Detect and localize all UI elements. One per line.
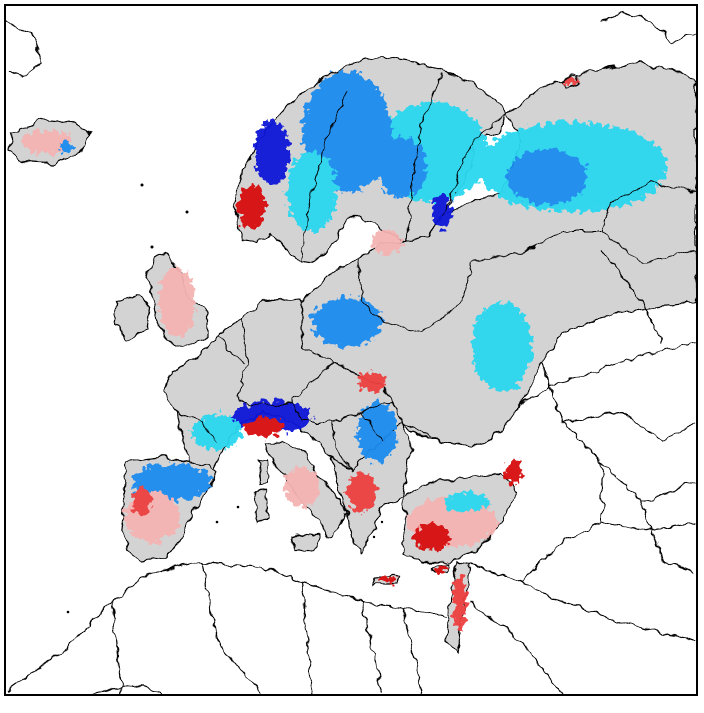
shade-norway-west	[238, 185, 266, 229]
shade-alps-south	[244, 417, 284, 437]
shade-levant	[453, 574, 467, 630]
shade-britain	[159, 267, 195, 337]
shade-finland-core	[377, 137, 427, 197]
shade-carpathians	[357, 402, 397, 462]
shade-caucasus	[506, 458, 522, 486]
shade-cyprus	[434, 565, 448, 573]
map-frame	[4, 4, 698, 696]
change-shading-layer	[22, 72, 667, 630]
shade-ukraine	[472, 302, 532, 392]
coastline-islands	[66, 183, 384, 614]
europe-map	[6, 11, 696, 694]
land-corsica	[257, 459, 269, 485]
shade-iceland	[22, 130, 72, 154]
shade-karelia	[432, 194, 452, 230]
shade-iceland-east	[61, 141, 73, 153]
shade-italy	[284, 467, 320, 507]
shade-poland	[312, 297, 382, 347]
shade-carpathians-north	[358, 372, 386, 392]
shade-norway	[254, 120, 290, 184]
land-sicily	[291, 533, 321, 551]
shade-france-east	[192, 414, 242, 450]
outside-region-borders	[6, 11, 696, 694]
shade-greece-north	[347, 472, 377, 512]
shade-anatolia-north	[445, 492, 489, 512]
shade-novaya-zemlya	[563, 78, 577, 86]
shade-anatolia-south	[414, 523, 450, 551]
land-ireland	[113, 293, 151, 341]
shade-russia-core	[507, 149, 587, 205]
country-borders	[176, 73, 696, 508]
shade-iberia-west	[132, 488, 152, 516]
shade-iberia-north	[132, 464, 212, 500]
land-sardinia	[253, 489, 269, 523]
shade-baltic	[371, 230, 403, 254]
shade-crete	[376, 576, 396, 584]
